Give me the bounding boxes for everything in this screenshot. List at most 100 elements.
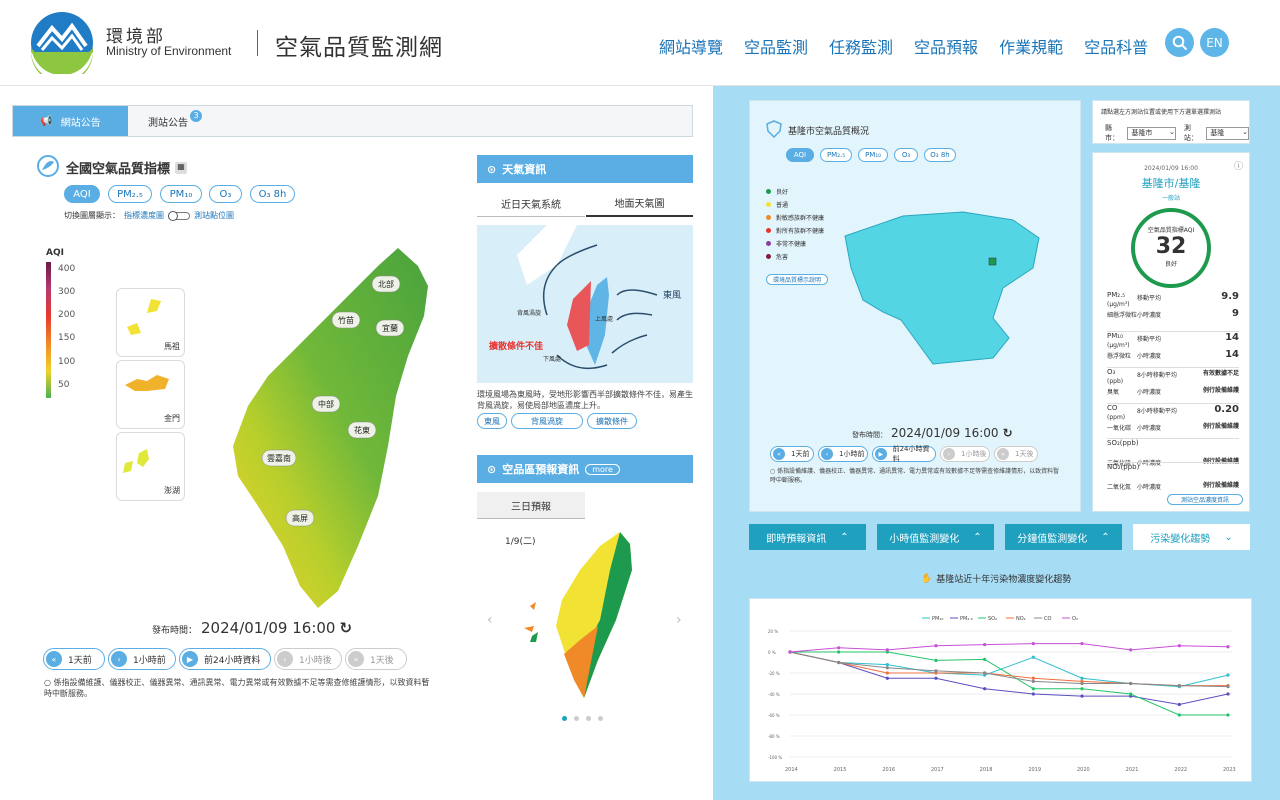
hour-value: 例行設備維護 [1202, 423, 1239, 430]
station-marker[interactable] [988, 257, 997, 266]
button-label: 污染變化趨勢 [1150, 533, 1211, 545]
k-pill-o3-8h[interactable]: O₃ 8h [924, 148, 956, 162]
one-hour-before-button[interactable]: ‹ 1小時前 [108, 648, 176, 670]
k-pill-o3[interactable]: O₃ [894, 148, 918, 162]
data-point [1031, 687, 1035, 691]
tag-lee-vortex[interactable]: 背風渦旋 [511, 413, 583, 429]
note-text: 係指設備維護、儀器校正、儀器異常、通訊異常、電力異常或有效數據不足等需查修維護情… [770, 468, 1060, 484]
data-point [1129, 681, 1133, 686]
past-24h-button[interactable]: ▶ 前24小時資料 [179, 648, 271, 670]
more-button[interactable]: more [585, 463, 620, 475]
pill-pm10[interactable]: PM₁₀ [160, 185, 202, 203]
pollutant-row: PM₁₀ (μg/m³) 懸浮微粒 移動平均 14 小時濃度 14 [1107, 331, 1239, 360]
nav-task[interactable]: 任務監測 [829, 38, 894, 57]
one-hour-after-button[interactable]: › 1小時後 [274, 648, 342, 670]
refresh-icon[interactable]: ↻ [339, 619, 353, 637]
one-day-after-button[interactable]: » 1天後 [345, 648, 407, 670]
county-select[interactable]: 基隆市 ⌄ [1127, 126, 1176, 140]
toggle-left-label[interactable]: 指標濃度圖 [124, 211, 164, 220]
pollutant-name: O₃ [1107, 368, 1116, 376]
toggle-label: 切換圖層顯示： [64, 211, 120, 220]
language-button[interactable]: EN [1200, 28, 1229, 57]
nav-spec[interactable]: 作業規範 [999, 38, 1064, 57]
legend-item: 普通 [766, 198, 824, 211]
avg-value: 9.9 [1221, 291, 1239, 302]
series-line [789, 651, 1229, 706]
legend-swatch [766, 189, 771, 194]
info-icon[interactable]: ⓘ [1233, 162, 1243, 172]
region-yilan: 宜蘭 [382, 323, 398, 333]
pill-pm25[interactable]: PM₂.₅ [108, 185, 152, 203]
island-penghu[interactable]: 澎湖 [116, 432, 185, 501]
toggle-right-label[interactable]: 測站點位圖 [194, 211, 234, 220]
k-one-day-before[interactable]: « 1天前 [770, 446, 814, 462]
refresh-icon[interactable]: ↻ [1002, 426, 1013, 440]
k-one-hour-before[interactable]: ‹ 1小時前 [818, 446, 868, 462]
nav-sitemap[interactable]: 網站導覽 [659, 38, 724, 57]
double-left-icon: « [773, 448, 785, 460]
carousel-dot[interactable] [562, 716, 567, 721]
carousel-dot[interactable] [598, 716, 603, 721]
carousel-dot[interactable] [574, 716, 579, 721]
tab-recent-weather[interactable]: 近日天氣系統 [477, 190, 585, 217]
announcement-tabs: 📢 網站公告 測站公告 3 [12, 105, 693, 137]
legend-link-button[interactable]: 環境品質標示說明 [766, 274, 828, 285]
toggle-switch[interactable] [168, 210, 190, 221]
moe-logo[interactable] [30, 12, 94, 74]
island-kinmen[interactable]: 金門 [116, 360, 185, 429]
k-pill-pm25[interactable]: PM₂.₅ [820, 148, 852, 162]
x-tick-label: 2021 [1126, 767, 1139, 773]
nav-science[interactable]: 空品科普 [1084, 38, 1149, 57]
k-one-day-after[interactable]: » 1天後 [994, 446, 1038, 462]
legend-label: PM₂.₅ [960, 616, 973, 622]
station-link-button[interactable]: 測站空品濃度資訊 [1167, 494, 1243, 505]
carousel-next-icon[interactable]: › [676, 612, 682, 628]
search-button[interactable] [1165, 28, 1194, 57]
tag-east-wind[interactable]: 東風 [477, 413, 507, 429]
count-badge: 3 [190, 110, 202, 122]
one-day-before-button[interactable]: « 1天前 [43, 648, 105, 670]
nav-forecast[interactable]: 空品預報 [914, 38, 979, 57]
nav-monitor[interactable]: 空品監測 [744, 38, 809, 57]
tab-three-day[interactable]: 三日預報 [477, 492, 585, 519]
tab-surface-map[interactable]: 地面天氣圖 [586, 190, 693, 217]
county-value: 基隆市 [1131, 128, 1153, 137]
k-pill-pm10[interactable]: PM₁₀ [858, 148, 888, 162]
island-matsu[interactable]: 馬祖 [116, 288, 185, 357]
pollutant-zh: 懸浮微粒 [1107, 353, 1132, 360]
data-point [983, 687, 987, 691]
hourly-monitor-button[interactable]: 小時值監測變化 ⌃ [877, 524, 994, 550]
x-tick-label: 2016 [882, 767, 895, 773]
taiwan-aqi-map[interactable]: 北部 竹苗 宜蘭 中部 花東 雲嘉南 高屏 [228, 246, 434, 612]
tag-dispersion[interactable]: 擴散條件 [587, 413, 637, 429]
k-one-hour-after[interactable]: › 1小時後 [940, 446, 990, 462]
k-past-24h[interactable]: ▶ 前24小時資料 [872, 445, 936, 463]
calculator-icon[interactable]: ▦ [175, 162, 187, 174]
site-select[interactable]: 基隆 ⌄ [1206, 126, 1249, 140]
keelung-map[interactable] [843, 208, 1043, 366]
tab-station-announcement[interactable]: 測站公告 3 [148, 106, 202, 136]
legend-label: 危害 [776, 254, 789, 261]
k-pill-aqi[interactable]: AQI [786, 148, 814, 162]
pill-o3-8h[interactable]: O₃ 8h [250, 185, 295, 203]
pollution-trend-button[interactable]: 污染變化趨勢 ⌄ [1133, 524, 1250, 550]
trend-chart[interactable]: 20 % 0 % -20 % -40 % -60 % -80 % -100 % 2014 201… [750, 599, 1253, 783]
data-point [885, 663, 889, 667]
pill-o3[interactable]: O₃ [209, 185, 242, 203]
carousel-dot[interactable] [586, 716, 591, 721]
data-point [1177, 644, 1181, 648]
legend-label: 良好 [776, 189, 789, 196]
weather-description: 環境風場為東風時，受地形影響西半部擴散條件不佳，易產生背風渦旋，易使局部地區濃度… [477, 390, 693, 410]
tab-site-announcement[interactable]: 📢 網站公告 [13, 106, 128, 136]
chevron-up-icon: ⌃ [973, 531, 982, 543]
carousel-prev-icon[interactable]: ‹ [487, 612, 493, 628]
minute-monitor-button[interactable]: 分鐘值監測變化 ⌃ [1005, 524, 1122, 550]
realtime-forecast-button[interactable]: 即時預報資訊 ⌃ [749, 524, 866, 550]
pill-aqi[interactable]: AQI [64, 185, 100, 203]
hour-value: 例行設備維護 [1202, 387, 1239, 394]
site-title[interactable]: 空氣品質監測網 [275, 35, 443, 61]
aqi-status: 良好 [1164, 261, 1177, 268]
leaf-icon [37, 155, 59, 177]
forecast-map[interactable] [520, 530, 640, 702]
county-label: 縣市： [1105, 124, 1119, 142]
